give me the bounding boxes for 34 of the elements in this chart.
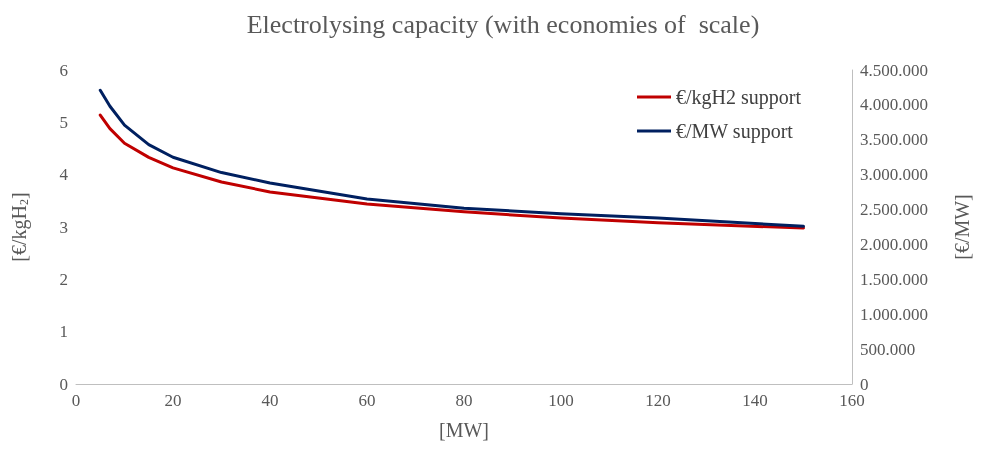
- y2-tick-label: 4.000.000: [860, 95, 928, 115]
- line-series: [98, 88, 805, 228]
- y-tick-label: 1: [59, 322, 68, 342]
- y-tick-label: 0: [59, 374, 68, 394]
- y-tick-label: 2: [59, 269, 68, 289]
- x-tick-label: 140: [742, 391, 768, 410]
- y-tick-label: 4: [59, 165, 69, 185]
- y-tick-label: 6: [59, 60, 68, 80]
- y2-tick-label: 0: [860, 374, 869, 394]
- y2-tick-label: 4.500.000: [860, 60, 928, 80]
- chart-title: Electrolysing capacity (with economies of scale): [246, 9, 760, 39]
- y2-tick-label: 1.500.000: [860, 269, 928, 289]
- x-tick-label: 160: [839, 391, 865, 410]
- x-tick-label: 0: [71, 391, 81, 410]
- x-tick-label: 120: [645, 391, 671, 410]
- y2-tick-label: 2.500.000: [860, 200, 928, 220]
- y2-tick-label: 2.000.000: [860, 234, 928, 254]
- y2-axis-title: [€/MW]: [951, 194, 973, 260]
- x-tick-label: 40: [261, 391, 279, 410]
- y2-tick-label: 3.500.000: [860, 130, 928, 150]
- y2-tick-label: 1.000.000: [860, 304, 928, 324]
- x-tick-label: 20: [164, 391, 182, 410]
- y2-tick-label: 500.000: [860, 339, 916, 359]
- y-tick-label: 5: [59, 112, 68, 132]
- x-tick-label: 80: [455, 391, 473, 410]
- x-tick-label: 100: [548, 391, 574, 410]
- y-axis-title: [€/kgH2]: [8, 192, 31, 262]
- y-tick-label: 3: [59, 217, 68, 237]
- x-axis-title: [MW]: [439, 419, 489, 441]
- legend-label: €/MW support: [676, 120, 794, 143]
- y2-tick-label: 3.000.000: [860, 165, 928, 185]
- x-tick-label: 60: [358, 391, 376, 410]
- legend-label: €/kgH2 support: [676, 86, 802, 109]
- line-series: [98, 113, 805, 230]
